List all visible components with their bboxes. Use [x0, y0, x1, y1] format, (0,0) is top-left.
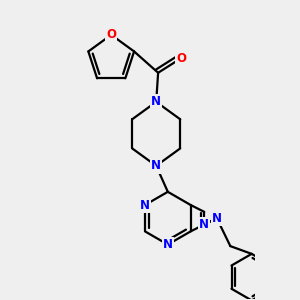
Text: O: O: [106, 28, 116, 41]
Text: N: N: [140, 199, 150, 212]
Text: N: N: [151, 95, 161, 108]
Text: O: O: [176, 52, 186, 64]
Text: N: N: [212, 212, 222, 225]
Text: N: N: [199, 218, 209, 231]
Text: N: N: [151, 159, 161, 172]
Text: N: N: [163, 238, 173, 251]
